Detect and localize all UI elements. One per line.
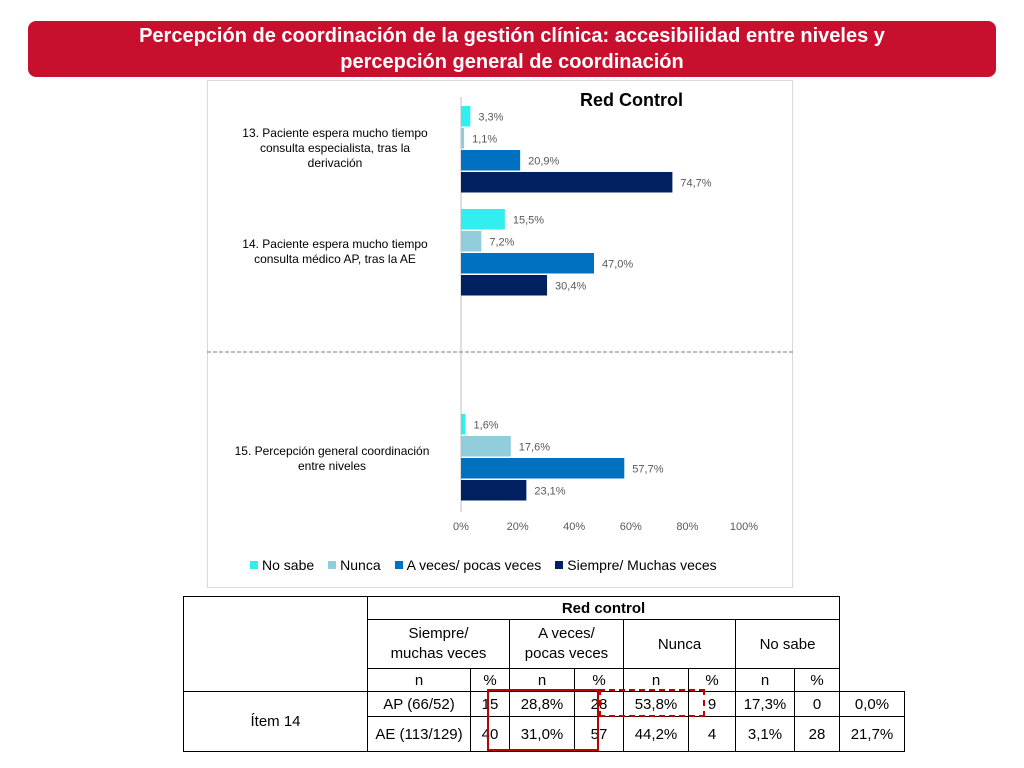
x-tick-label: 60% (620, 521, 642, 533)
category-label: 15. Percepción general coordinación entre… (207, 444, 457, 474)
sub-header-cell: n (367, 668, 471, 692)
table-cell: 53,8% (623, 691, 689, 717)
table-cell: 40 (470, 716, 510, 752)
table-cell: 17,3% (735, 691, 795, 717)
chart-legend: No sabe Nunca A veces/ pocas veces Siempre/… (250, 557, 717, 573)
sub-header-cell: % (688, 668, 736, 692)
sub-header-row: n% n% n% n% (184, 668, 905, 692)
table-cell: 4 (688, 716, 736, 752)
sub-header-cell: % (794, 668, 840, 692)
sub-header-cell: n (623, 668, 689, 692)
sub-header-cell: n (509, 668, 575, 692)
category-label: 13. Paciente espera mucho tiempo consulta… (210, 126, 460, 171)
bar (461, 106, 471, 127)
category-label-line: entre niveles (297, 459, 367, 473)
data-label: 7,2% (489, 236, 514, 248)
x-tick-label: 80% (676, 521, 698, 533)
legend-swatch (250, 561, 258, 569)
table-cell: 21,7% (839, 716, 905, 752)
chart-frame (207, 80, 793, 588)
data-label: 20,9% (528, 155, 559, 167)
row-label: AP (66/52) (367, 691, 471, 717)
data-label: 57,7% (632, 463, 663, 475)
legend-swatch (328, 561, 337, 569)
legend-label: A veces/ pocas veces (406, 557, 542, 573)
data-table: Red control Siempre/ muchas veces A vece… (183, 596, 905, 752)
col-header-siempre: Siempre/ muchas veces (367, 619, 510, 669)
legend-label: Siempre/ Muchas veces (567, 557, 717, 573)
table-cell: 3,1% (735, 716, 795, 752)
category-label-line: consulta médico AP, tras la AE (254, 252, 416, 266)
sub-header-cell: % (574, 668, 624, 692)
bar (461, 172, 673, 193)
table-cell: 44,2% (623, 716, 689, 752)
table-group-header: Red control (367, 596, 840, 620)
bar (461, 253, 595, 274)
row-group-label: Ítem 14 (183, 691, 368, 752)
sub-header-cell: n (735, 668, 795, 692)
category-label-line: 15. Percepción general coordinación (234, 444, 430, 458)
title-line-2: percepción general de coordinación (340, 51, 684, 73)
data-label: 15,5% (513, 214, 544, 226)
bar (461, 414, 466, 435)
bar-chart: 3,3% 15,5% 1,6% 1,1% 7,2% 17,6% 20,9% 47,0% 57,7… (207, 97, 793, 533)
data-label: 17,6% (519, 441, 550, 453)
bar (461, 275, 548, 296)
col-header-aveces: A veces/ pocas veces (509, 619, 624, 669)
data-label: 74,7% (680, 177, 711, 189)
category-label-line: derivación (307, 156, 363, 170)
table-cell: 0,0% (839, 691, 905, 717)
x-tick-label: 0% (453, 521, 469, 533)
bar (461, 480, 527, 501)
legend-swatch (555, 561, 564, 569)
category-label: 14. Paciente espera mucho tiempo consulta… (210, 237, 460, 267)
title-banner: Percepción de coordinación de la gestión… (28, 21, 996, 77)
bar (461, 231, 482, 252)
data-label: 47,0% (602, 258, 633, 270)
col-header-nunca: Nunca (623, 619, 736, 669)
bar (461, 150, 521, 171)
legend-swatch (394, 561, 403, 569)
x-tick-label: 100% (730, 521, 758, 533)
category-label-line: consulta especialista, tras la (259, 141, 411, 155)
legend-item: Siempre/ Muchas veces (555, 557, 717, 573)
title-line-1: Percepción de coordinación de la gestión… (139, 25, 885, 47)
table-cell: 28 (794, 716, 840, 752)
col-header-nosabe: No sabe (735, 619, 840, 669)
data-label: 1,1% (472, 133, 497, 145)
x-tick-label: 40% (563, 521, 585, 533)
bar (461, 458, 625, 479)
data-label: 1,6% (474, 419, 499, 431)
table-cell: 15 (470, 691, 510, 717)
x-tick-label: 20% (507, 521, 529, 533)
chart-title: Red Control (580, 90, 683, 110)
data-label: 23,1% (534, 485, 565, 497)
legend-item: A veces/ pocas veces (394, 557, 542, 573)
category-label-line: 13. Paciente espera mucho tiempo (242, 126, 428, 140)
legend-item: Nunca (328, 557, 381, 573)
data-label: 3,3% (478, 111, 503, 123)
data-label: 30,4% (555, 280, 586, 292)
bar (461, 209, 505, 230)
table-cell: 9 (688, 691, 736, 717)
sub-header-cell: % (470, 668, 510, 692)
bar (461, 436, 511, 457)
table-cell: 28 (574, 691, 624, 717)
table-cell: 31,0% (509, 716, 575, 752)
category-label-line: 14. Paciente espera mucho tiempo (242, 237, 428, 251)
table-cell: 57 (574, 716, 624, 752)
legend-item: No sabe (250, 557, 314, 573)
legend-label: Nunca (340, 557, 381, 573)
table-cell: 0 (794, 691, 840, 717)
table-row: Ítem 14 AP (66/52) 15 28,8% 28 53,8% 9 1… (183, 691, 905, 752)
table-row: AE (113/129) 40 31,0% 57 44,2% 4 3,1% 28… (184, 716, 905, 752)
row-label: AE (113/129) (367, 716, 471, 752)
bar (461, 128, 465, 149)
table-corner (183, 596, 368, 692)
legend-label: No sabe (262, 557, 315, 573)
table-cell: 28,8% (509, 691, 575, 717)
